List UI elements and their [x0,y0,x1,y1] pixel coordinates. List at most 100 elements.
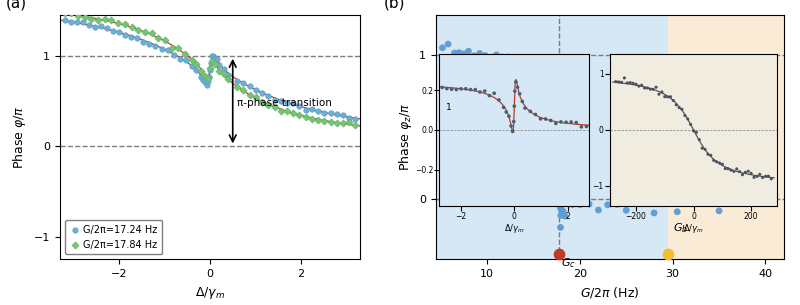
Point [555,207,568,212]
Point [552,108,565,113]
Y-axis label: Phase $\varphi/\pi$: Phase $\varphi/\pi$ [11,106,28,169]
G/2π=17.24 Hz [167,52,180,57]
Point [453,50,466,55]
G/2π=17.24 Hz [349,116,362,121]
Bar [668,15,784,259]
G/2π=17.84 Hz [262,102,274,107]
G/2π=17.24 Hz [281,100,294,105]
G/2π=17.24 Hz [118,32,131,37]
G/2π=17.84 Hz [287,110,300,115]
G/2π=17.24 Hz [161,48,174,53]
Point [554,203,566,208]
G/2π=17.84 Hz [146,30,158,35]
G/2π=17.24 Hz [306,107,318,112]
G/2π=17.84 Hz [274,108,287,113]
Point [490,52,502,57]
Point [592,208,605,213]
Point [558,214,571,219]
Point [553,135,566,140]
Y-axis label: Phase $\varphi_z/\pi$: Phase $\varphi_z/\pi$ [397,103,414,171]
G/2π=17.84 Hz [172,46,185,51]
G/2π=17.24 Hz [179,57,192,62]
G/2π=17.84 Hz [194,69,207,74]
G/2π=17.24 Hz [213,62,226,67]
Point [671,209,684,214]
Point [529,55,542,60]
G/2π=17.84 Hz [318,118,330,123]
G/2π=17.24 Hz [206,53,218,58]
G/2π=17.24 Hz [208,55,221,60]
Point [638,201,651,206]
Point [553,162,566,167]
G/2π=17.24 Hz [155,47,168,52]
G/2π=17.24 Hz [343,116,356,120]
Point [551,98,564,102]
Point [553,251,566,256]
G/2π=17.84 Hz [250,95,262,100]
Point [462,49,475,54]
X-axis label: $\Delta/\gamma_m$: $\Delta/\gamma_m$ [195,285,225,300]
G/2π=17.24 Hz [194,75,207,80]
G/2π=17.24 Hz [237,81,250,86]
G/2π=17.84 Hz [78,14,91,19]
G/2π=17.24 Hz [268,97,281,102]
Point [562,201,575,206]
G/2π=17.84 Hz [206,58,218,63]
Point [518,60,530,65]
G/2π=17.24 Hz [243,84,256,88]
Point [554,205,566,210]
Point [501,55,514,59]
G/2π=17.24 Hz [210,57,223,62]
Point [554,225,567,230]
G/2π=17.24 Hz [89,24,102,29]
Point [548,76,561,81]
Point [533,62,546,67]
G/2π=17.84 Hz [158,37,171,42]
G/2π=17.24 Hz [199,80,212,85]
Point [629,193,642,198]
G/2π=17.84 Hz [293,113,306,117]
Point [741,201,754,206]
Point [484,56,497,61]
Point [698,197,711,202]
Text: $G_b$: $G_b$ [673,221,688,235]
Point [713,208,726,213]
Point [546,70,559,75]
Point [566,202,579,207]
G/2π=17.84 Hz [92,18,105,23]
Point [468,53,481,58]
G/2π=17.84 Hz [178,52,191,56]
G/2π=17.84 Hz [71,13,84,18]
Point [610,202,623,207]
G/2π=17.84 Hz [65,11,78,16]
Point [442,42,454,47]
G/2π=17.24 Hz [190,67,202,72]
G/2π=17.84 Hz [199,74,212,79]
G/2π=17.24 Hz [202,75,215,80]
G/2π=17.84 Hz [330,120,343,125]
Legend: G/2π=17.24 Hz, G/2π=17.84 Hz: G/2π=17.24 Hz, G/2π=17.84 Hz [65,220,162,254]
G/2π=17.24 Hz [299,107,312,112]
Point [556,200,569,205]
G/2π=17.24 Hz [174,56,186,61]
G/2π=17.24 Hz [201,82,214,87]
G/2π=17.24 Hz [76,20,89,25]
Bar [436,15,668,259]
Point [540,63,553,68]
Point [458,52,470,56]
Point [545,70,558,75]
G/2π=17.84 Hz [218,72,230,77]
G/2π=17.84 Hz [237,88,250,93]
Point [523,58,536,63]
Point [436,45,449,50]
G/2π=17.84 Hz [152,35,165,40]
G/2π=17.84 Hz [112,21,125,26]
Point [557,209,570,214]
Point [768,193,781,198]
G/2π=17.24 Hz [287,101,300,106]
Point [495,55,508,59]
G/2π=17.24 Hz [262,93,274,98]
G/2π=17.24 Hz [256,91,269,95]
Point [726,198,739,203]
G/2π=17.84 Hz [118,22,131,27]
